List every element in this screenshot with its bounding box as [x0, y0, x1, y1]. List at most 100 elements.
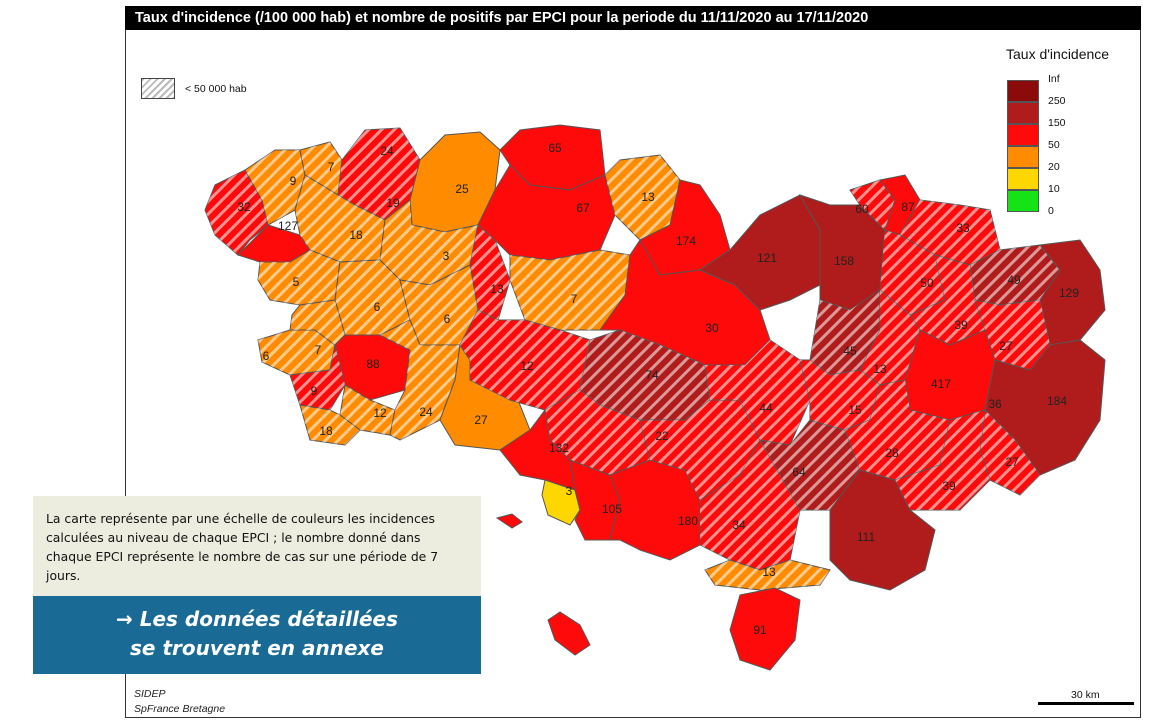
epci-case-count: 13 — [490, 282, 504, 296]
epci-region — [338, 128, 420, 220]
epci-case-count: 50 — [920, 276, 934, 290]
epci-region — [609, 459, 701, 561]
epci-case-count: 158 — [834, 254, 854, 268]
epci-case-count: 111 — [857, 530, 876, 544]
epci-region — [545, 390, 650, 475]
epci-case-count: 13 — [762, 565, 776, 579]
epci-region — [380, 200, 478, 285]
legend-tick: 10 — [1048, 183, 1060, 195]
epci-case-count: 7 — [315, 343, 322, 357]
epci-region — [290, 345, 345, 410]
epci-region — [760, 420, 860, 510]
legend-swatch-50-150 — [1007, 124, 1039, 146]
legend-tick: 250 — [1048, 95, 1066, 107]
epci-region — [850, 180, 895, 230]
epci-region — [580, 330, 710, 420]
epci-region — [829, 469, 936, 591]
epci-case-count: 25 — [455, 182, 469, 196]
epci-region — [845, 380, 950, 480]
epci-case-count: 34 — [732, 518, 746, 532]
legend-title: Taux d'incidence — [1006, 46, 1110, 62]
epci-case-count: 28 — [885, 446, 899, 460]
epci-case-count: 19 — [386, 196, 400, 210]
epci-case-count: 3 — [566, 484, 573, 498]
epci-region — [800, 360, 880, 430]
epci-case-count: 27 — [474, 413, 488, 427]
epci-case-count: 3 — [443, 249, 450, 263]
epci-case-count: 132 — [549, 441, 569, 455]
epci-case-count: 24 — [419, 405, 433, 419]
epci-region — [980, 410, 1040, 495]
epci-case-count: 45 — [843, 344, 857, 358]
epci-case-count: 60 — [855, 202, 869, 216]
epci-region — [880, 230, 945, 315]
epci-case-count: 13 — [641, 190, 655, 204]
epci-case-count: 9 — [311, 384, 318, 398]
epci-region — [400, 265, 478, 345]
epci-case-count: 49 — [1007, 273, 1021, 287]
hatch-legend-swatch — [141, 78, 175, 99]
epci-case-count: 91 — [753, 623, 767, 637]
legend-tick: 0 — [1048, 205, 1054, 217]
epci-region — [705, 560, 830, 590]
epci-region — [300, 405, 360, 445]
epci-case-count: 39 — [954, 318, 968, 332]
epci-case-count: 12 — [520, 359, 534, 373]
epci-case-count: 6 — [444, 312, 451, 326]
epci-case-count: 180 — [678, 514, 698, 528]
epci-region — [460, 310, 590, 410]
epci-case-count: 39 — [942, 479, 956, 493]
legend-tick: 150 — [1048, 117, 1066, 129]
epci-case-count: 13 — [873, 362, 887, 376]
epci-region — [495, 513, 523, 529]
epci-region — [975, 300, 1050, 370]
epci-case-count: 6 — [374, 300, 381, 314]
epci-region — [970, 245, 1060, 305]
epci-case-count: 7 — [571, 292, 578, 306]
epci-case-count: 7 — [328, 160, 335, 174]
info-text-box: La carte représente par une échelle de c… — [33, 496, 481, 596]
epci-region — [258, 330, 335, 375]
map-title: Taux d'incidence (/100 000 hab) et nombr… — [125, 6, 1141, 30]
epci-case-count: 15 — [848, 403, 862, 417]
epci-case-count: 44 — [759, 401, 773, 415]
epci-region — [510, 250, 630, 330]
epci-region — [700, 440, 800, 570]
epci-region — [640, 400, 760, 500]
epci-region — [290, 300, 345, 345]
epci-region — [729, 587, 801, 671]
epci-region — [470, 225, 510, 320]
legend-swatch-20-50 — [1007, 146, 1039, 168]
legend-swatch-0-10 — [1007, 190, 1039, 212]
legend-tick: 20 — [1048, 161, 1060, 173]
legend-tick: 50 — [1048, 139, 1060, 151]
epci-region — [605, 155, 680, 240]
epci-case-count: 65 — [548, 141, 562, 155]
epci-region — [295, 175, 385, 262]
hatch-legend-label: < 50 000 hab — [185, 83, 247, 95]
epci-case-count: 27 — [999, 339, 1013, 353]
annex-callout[interactable]: → Les données détaillées se trouvent en … — [33, 596, 481, 674]
source-line-1: SIDEP — [134, 688, 166, 700]
epci-region — [477, 164, 616, 261]
epci-case-count: 33 — [956, 221, 970, 235]
epci-region — [340, 385, 395, 435]
scale-label: 30 km — [1071, 689, 1100, 701]
epci-region — [810, 290, 880, 375]
epci-case-count: 64 — [792, 465, 806, 479]
epci-case-count: 5 — [293, 275, 300, 289]
epci-region — [910, 255, 985, 345]
epci-case-count: 105 — [602, 502, 622, 516]
legend-tick: Inf — [1048, 73, 1060, 85]
epci-region — [205, 170, 268, 255]
epci-region — [705, 340, 810, 445]
epci-case-count: 6 — [263, 349, 270, 363]
epci-case-count: 127 — [278, 219, 298, 233]
epci-case-count: 27 — [1005, 455, 1019, 469]
epci-region — [547, 611, 591, 656]
epci-case-count: 18 — [319, 424, 333, 438]
epci-case-count: 36 — [988, 397, 1002, 411]
epci-case-count: 88 — [366, 357, 380, 371]
